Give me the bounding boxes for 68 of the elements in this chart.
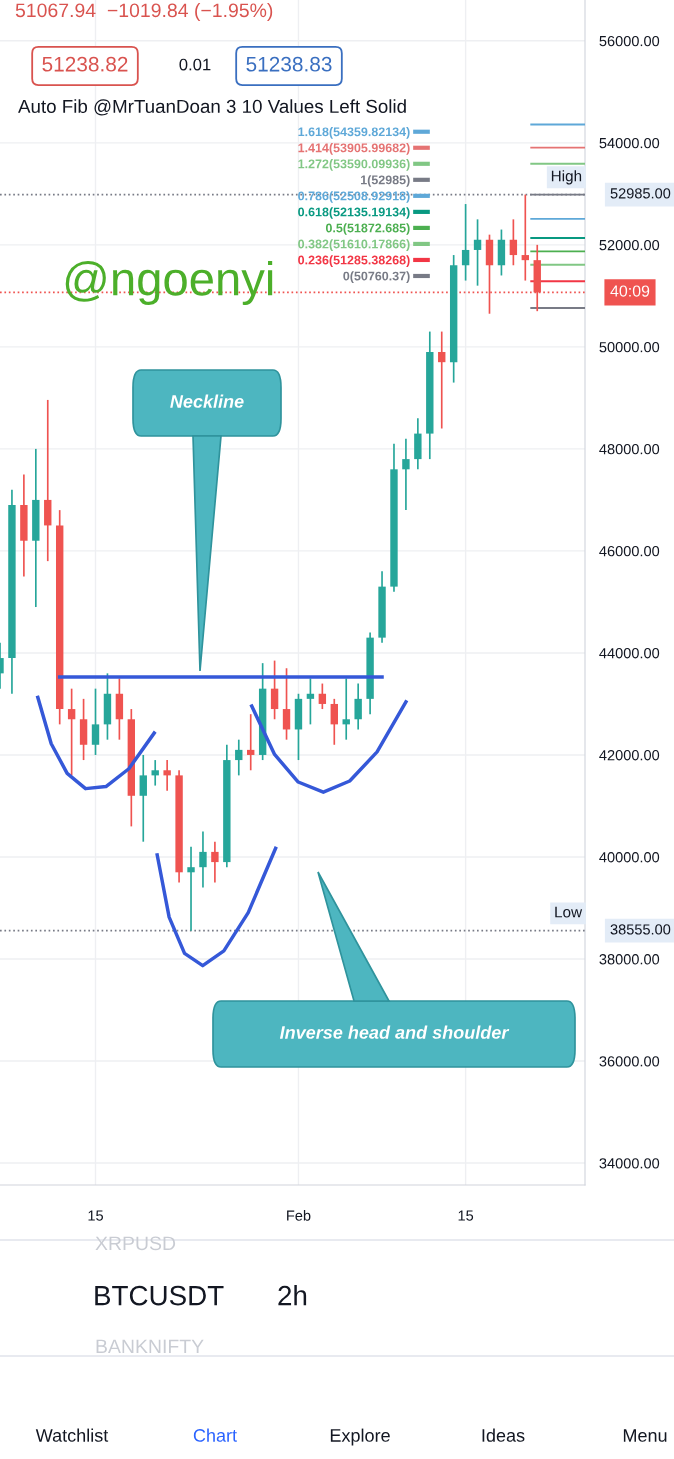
text: Watchlist [35, 1428, 109, 1442]
annotation: 38555.00 [610, 924, 671, 935]
candlestick [521, 193, 530, 282]
candlestick [342, 677, 350, 741]
legend-label: 0.618(52135.19134) [298, 207, 410, 219]
annotation: 51067.94 −1019.84 (−1.95%) [15, 2, 273, 22]
candlestick [187, 845, 195, 932]
candlestick [402, 437, 410, 511]
y-tick-label: 54000.00 [599, 137, 660, 149]
legend-label: 1.618(54359.82134) [298, 127, 410, 139]
x-tick-label: 15 [88, 1210, 104, 1221]
ref-line-label: Low [555, 906, 583, 918]
y-tick-label: 48000.00 [599, 444, 660, 455]
y-tick-label: 50000.00 [599, 341, 660, 353]
text: Ideas [482, 1428, 525, 1442]
candlestick [139, 754, 147, 843]
candlestick [211, 840, 219, 884]
candlestick [318, 682, 327, 710]
candlestick [306, 677, 315, 726]
candlestick [461, 203, 470, 282]
annotation: 0.01 [179, 58, 211, 71]
annotation: 40:09 [610, 285, 650, 297]
candlestick [330, 698, 338, 746]
legend-label: 1.414(53905.99682) [298, 143, 410, 155]
candlestick [354, 682, 362, 731]
ref-line-label: High [551, 170, 582, 185]
x-tick-label: 15 [458, 1210, 474, 1221]
legend-label: 0.382(51610.17866) [298, 239, 410, 251]
candlestick [473, 218, 482, 287]
y-tick-label: 34000.00 [599, 1158, 660, 1169]
legend-label: 0(50760.37) [343, 271, 410, 283]
legend-label: 1.272(53590.09936) [298, 159, 410, 171]
y-tick-label: 42000.00 [599, 750, 660, 761]
text: Menu [623, 1429, 667, 1442]
annotation: Auto Fib @MrTuanDoan 3 10 Values Left Solid [18, 99, 406, 116]
annotation: 51238.83 [246, 56, 332, 72]
y-tick-label: 46000.00 [599, 546, 660, 557]
candlestick [163, 759, 171, 792]
text: Chart [193, 1428, 237, 1442]
candlestick [282, 667, 291, 741]
candlestick [438, 330, 446, 430]
y-tick-label: 56000.00 [599, 35, 660, 47]
candlestick [151, 759, 159, 787]
candlestick [247, 713, 255, 772]
annotation: @ngoenyi [65, 260, 273, 306]
text: Explore [330, 1428, 390, 1446]
annotation: Inverse head and shoulder [279, 1025, 510, 1039]
annotation: 51238.82 [42, 56, 128, 72]
annotation: 52985.00 [610, 188, 671, 199]
y-tick-label: 40000.00 [599, 852, 660, 863]
legend-label: 0.236(51285.38268) [298, 255, 410, 267]
x-tick-label: Feb [287, 1210, 311, 1221]
candlestick [199, 830, 207, 889]
legend-label: 1(52985) [361, 175, 410, 187]
legend-label: 0.5(51872.685) [325, 223, 410, 235]
y-tick-label: 36000.00 [599, 1056, 660, 1067]
annotation: Neckline [170, 394, 244, 408]
candlestick [91, 687, 100, 756]
y-tick-label: 52000.00 [599, 239, 660, 251]
text: 2h [278, 1285, 307, 1306]
y-tick-label: 38000.00 [599, 954, 660, 965]
text: BTCUSDT [95, 1285, 224, 1306]
y-tick-label: 44000.00 [599, 648, 660, 659]
candlestick [270, 659, 279, 721]
candlestick [67, 687, 76, 777]
candlestick [509, 218, 518, 267]
candlestick [235, 738, 243, 777]
legend-label: 0.786(52508.92918) [298, 191, 410, 203]
